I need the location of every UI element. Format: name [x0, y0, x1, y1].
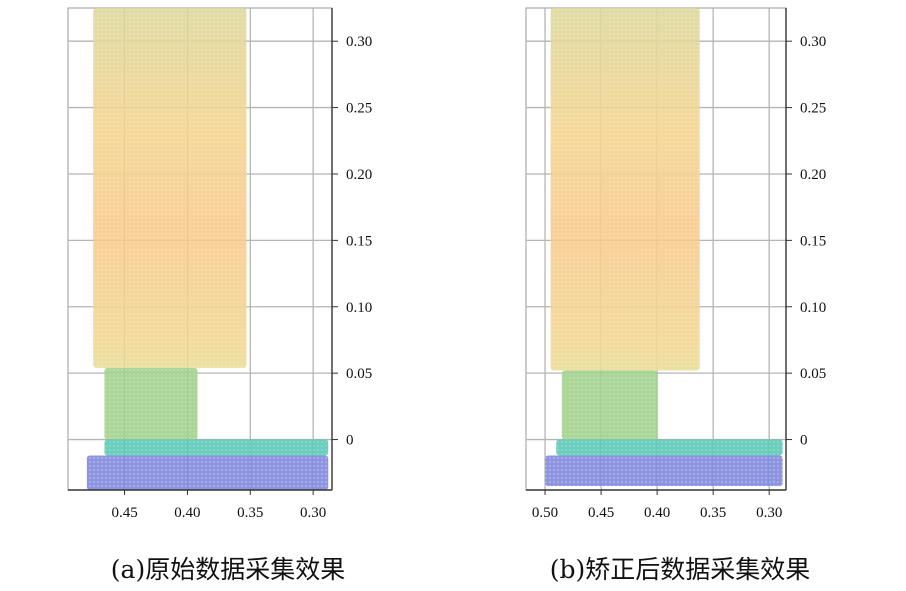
chart-a-base-arm-texture	[104, 439, 329, 456]
chart-a-y-tick-label-5: 0.25	[346, 101, 372, 117]
chart-a-base-bottom-texture	[86, 455, 329, 490]
chart-b-y-tick-label-5: 0.25	[800, 101, 826, 117]
chart-b: 00.050.100.150.200.250.30 0.50 0.45 0.40 0.…	[525, 7, 826, 584]
chart-b-x-tick-label-1: 0.45	[588, 505, 614, 521]
chart-b-caption: (b)矫正后数据采集效果	[550, 555, 811, 584]
chart-a-x-tick-label-1: 0.40	[174, 505, 200, 521]
chart-b-x-tick-label-3: 0.35	[700, 505, 726, 521]
chart-a-caption: (a)原始数据采集效果	[111, 555, 345, 584]
chart-a-y-tick-label-6: 0.30	[346, 34, 372, 50]
chart-b-upper-block-texture	[550, 8, 700, 371]
chart-b-x-tick-label-4: 0.30	[756, 505, 782, 521]
chart-a-x-ticks: 0.45 0.40 0.35 0.30	[111, 490, 326, 521]
chart-b-point-cloud	[545, 8, 783, 487]
chart-a-y-tick-label-2: 0.10	[346, 300, 372, 316]
chart-b-y-tick-label-3: 0.15	[800, 233, 826, 249]
chart-a-y-tick-label-0: 0	[346, 433, 354, 449]
chart-a-upper-block-texture	[93, 8, 247, 368]
chart-a-point-cloud	[86, 8, 329, 490]
chart-a: 00.050.100.150.200.250.30 0.45 0.40 0.35 0.…	[67, 7, 372, 584]
chart-a-neck-texture	[104, 367, 198, 440]
chart-b-x-ticks: 0.50 0.45 0.40 0.35 0.30	[532, 490, 782, 521]
chart-b-y-tick-label-2: 0.10	[800, 300, 826, 316]
chart-a-x-tick-label-0: 0.45	[111, 505, 137, 521]
chart-b-x-tick-label-2: 0.40	[644, 505, 670, 521]
chart-b-base-bottom-texture	[545, 455, 783, 487]
chart-a-y-ticks: 0 0.05 0.10 0.15 0.20 0.25 0.30	[332, 34, 372, 449]
chart-a-x-tick-label-3: 0.30	[300, 505, 326, 521]
chart-a-x-tick-label-2: 0.35	[237, 505, 263, 521]
chart-b-y-tick-label-1: 0.05	[800, 366, 826, 382]
chart-b-neck-texture	[561, 370, 658, 440]
chart-a-y-tick-label-4: 0.20	[346, 167, 372, 183]
chart-b-y-ticks: 0 0.05 0.10 0.15 0.20 0.25 0.30	[786, 34, 826, 449]
chart-b-x-tick-label-0: 0.50	[532, 505, 558, 521]
chart-a-y-tick-label-3: 0.15	[346, 233, 372, 249]
chart-a-y-tick-label-1: 0.05	[346, 366, 372, 382]
chart-b-y-tick-label-6: 0.30	[800, 34, 826, 50]
chart-b-base-arm-texture	[556, 439, 783, 456]
chart-b-y-tick-label-4: 0.20	[800, 167, 826, 183]
chart-b-y-tick-label-0: 0	[800, 433, 808, 449]
